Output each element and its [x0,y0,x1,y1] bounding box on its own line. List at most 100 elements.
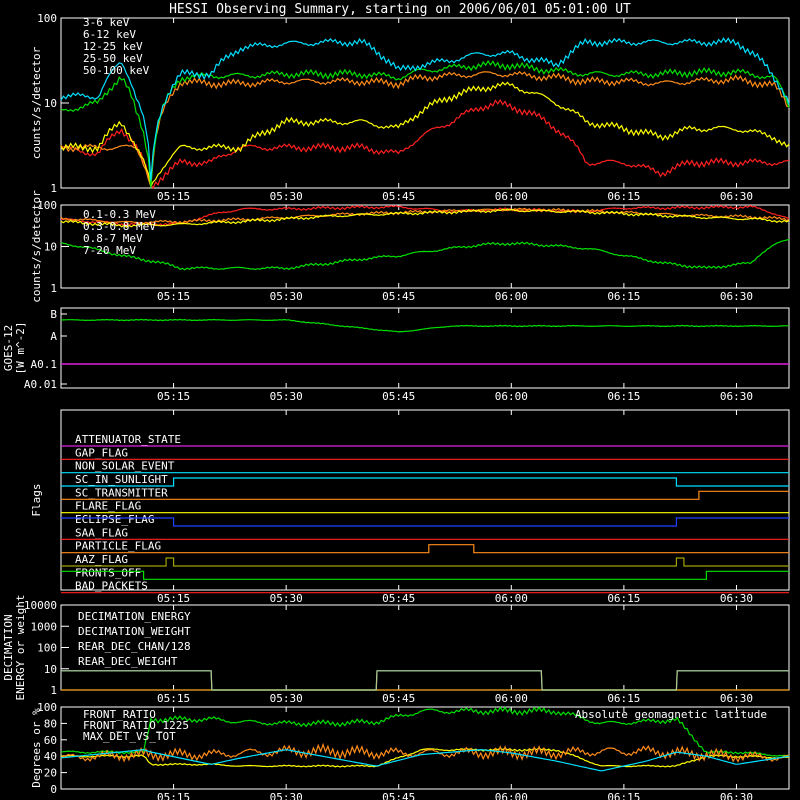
legend-entry: 25-50 keV [83,52,143,65]
legend-entry: 3-6 keV [83,16,130,29]
x-tick-label: 06:15 [607,190,640,203]
x-tick-label: 05:15 [157,592,190,605]
series-line [60,706,790,757]
legend-entry: REAR_DEC_CHAN/128 [78,640,191,653]
y-tick-label: A0.01 [24,378,57,391]
legend-entry: MAX_DET_VS_TOT [83,730,176,743]
y-tick-label: 1 [50,282,57,295]
x-tick-label: 06:30 [720,190,753,203]
series-line [60,98,790,190]
annotation-label: Absolute geomagnetic latitude [575,708,767,721]
panel-4: 05:15 05:30 05:45 06:00 06:15 06:30 Flags ATTEN… [30,409,790,605]
flag-line [61,557,789,567]
y-tick-label: 1 [50,182,57,195]
x-tick-label: 05:45 [382,791,415,800]
y-axis-label: Flags [30,483,43,516]
flag-line [61,517,789,527]
flag-label: SAA_FLAG [75,526,128,539]
panel-2: 05:15 05:30 05:45 06:00 06:15 06:30 1 10 100coun… [30,190,790,303]
y-axis-label: counts/s/detector [30,46,43,159]
y-axis-label: DECIMATION [2,614,15,680]
series-line [60,748,790,772]
x-tick-label: 06:15 [607,592,640,605]
flag-label: AAZ_FLAG [75,553,128,566]
y-tick-label: 100 [37,701,57,714]
y-tick-label: 0 [50,783,57,796]
x-tick-label: 05:30 [270,290,303,303]
flag-label: SC_IN_SUNLIGHT [75,473,168,486]
panel-frame [60,17,790,189]
y-axis-label: ENERGY or weight [14,595,27,701]
y-tick-label: 100 [37,199,57,212]
y-tick-label: 60 [44,734,57,747]
flag-label: ECLIPSE_FLAG [75,513,154,526]
series-line [60,37,790,181]
x-tick-label: 05:15 [157,791,190,800]
legend-entry: REAR_DEC_WEIGHT [78,655,178,668]
x-tick-label: 05:45 [382,692,415,705]
y-tick-label: 10000 [24,599,57,612]
x-tick-label: 05:45 [382,390,415,403]
x-tick-label: 06:00 [495,692,528,705]
flag-label: BAD_PACKETS [75,580,148,593]
legend-entry: 0.8-7 MeV [83,232,143,245]
series-line [60,238,790,271]
x-tick-label: 06:00 [495,190,528,203]
panel-frame [60,204,790,289]
legend-entry: 6-12 keV [83,28,136,41]
y-tick-label: 80 [44,717,57,730]
y-axis-label: GOES-12 [2,325,15,371]
y-axis-label: [W m^-2] [14,322,27,375]
y-tick-label: 20 [44,767,57,780]
y-tick-label: A0.1 [31,358,58,371]
x-tick-label: 05:45 [382,290,415,303]
flag-line [61,490,789,500]
x-tick-label: 06:00 [495,290,528,303]
x-tick-label: 06:15 [607,791,640,800]
panel-frame [60,706,790,790]
y-tick-label: 10 [44,97,57,110]
legend-entry: 7-20 MeV [83,244,136,257]
panel-frame [60,409,790,591]
series-line [60,208,790,228]
series-line [60,747,790,768]
series-line [60,742,790,763]
legend-entry: DECIMATION_WEIGHT [78,625,191,638]
flag-line [61,477,789,487]
x-tick-label: 05:15 [157,390,190,403]
x-tick-label: 06:00 [495,791,528,800]
x-tick-label: 05:30 [270,390,303,403]
x-tick-label: 05:45 [382,190,415,203]
flag-line [61,544,789,554]
x-tick-label: 05:45 [382,592,415,605]
x-tick-label: 06:15 [607,290,640,303]
panels: 05:15 05:30 05:45 06:00 06:15 06:30110100coun… [2,12,790,800]
panel-3: 05:15 05:30 05:45 06:00 06:15 06:30 BA A0.1 A0.0… [2,307,790,403]
y-axis-label: counts/s/detector [30,190,43,303]
x-tick-label: 05:30 [270,190,303,203]
x-tick-label: 05:30 [270,692,303,705]
legend-entry: DECIMATION_ENERGY [78,610,191,623]
legend-entry: 50-100 keV [83,64,150,77]
x-tick-label: 05:15 [157,692,190,705]
x-tick-label: 05:15 [157,290,190,303]
panel-1: 05:15 05:30 05:45 06:00 06:15 06:30 1 10 100 coun… [30,12,790,203]
series-line [60,59,790,188]
x-tick-label: 06:30 [720,390,753,403]
figure-title: HESSI Observing Summary, starting on 200… [169,2,631,17]
legend-entry: 0.3-0.8 MeV [83,220,156,233]
legend-entry: 0.1-0.3 MeV [83,208,156,221]
y-tick-label: 10 [44,663,57,676]
series-line [60,318,790,333]
series-line [60,81,790,189]
panel-5: 05:15 05:30 05:45 06:00 06:15 06:30 1 10 100 1000… [2,595,790,705]
y-tick-label: 40 [44,750,57,763]
panel-6: 05:15 05:30 05:45 06:00 06:15 06:30 0 20 40 60 80 1… [30,701,790,800]
series-line [61,670,789,691]
y-axis-label: Degrees or % [30,708,43,788]
y-tick-label: 100 [37,12,57,25]
legend-entry: FRONT_RATIO [83,708,156,721]
y-tick-label: 10 [44,241,57,254]
x-tick-label: 06:15 [607,692,640,705]
